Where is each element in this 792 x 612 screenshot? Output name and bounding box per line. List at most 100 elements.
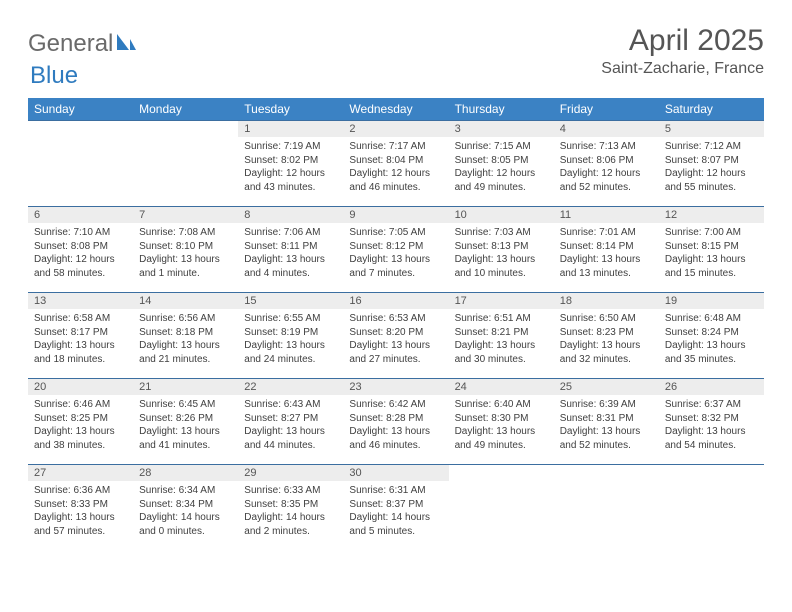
day-header: Monday bbox=[133, 98, 238, 121]
day-details: Sunrise: 7:05 AMSunset: 8:12 PMDaylight:… bbox=[343, 223, 448, 284]
sunset: Sunset: 8:13 PM bbox=[455, 240, 548, 254]
calendar-day-cell: 19 Sunrise: 6:48 AMSunset: 8:24 PMDayligh… bbox=[659, 293, 764, 379]
sunset: Sunset: 8:14 PM bbox=[560, 240, 653, 254]
sunrise: Sunrise: 6:37 AM bbox=[665, 398, 758, 412]
sunset: Sunset: 8:24 PM bbox=[665, 326, 758, 340]
sunrise: Sunrise: 6:39 AM bbox=[560, 398, 653, 412]
daylight-line1: Daylight: 13 hours bbox=[139, 253, 232, 267]
daylight-line1: Daylight: 13 hours bbox=[560, 253, 653, 267]
daylight-line1: Daylight: 12 hours bbox=[244, 167, 337, 181]
day-details: Sunrise: 6:33 AMSunset: 8:35 PMDaylight:… bbox=[238, 481, 343, 542]
day-details: Sunrise: 6:45 AMSunset: 8:26 PMDaylight:… bbox=[133, 395, 238, 456]
day-details: Sunrise: 6:53 AMSunset: 8:20 PMDaylight:… bbox=[343, 309, 448, 370]
day-number: 4 bbox=[554, 121, 659, 137]
daylight-line1: Daylight: 13 hours bbox=[455, 425, 548, 439]
sunrise: Sunrise: 6:50 AM bbox=[560, 312, 653, 326]
day-header: Thursday bbox=[449, 98, 554, 121]
sunset: Sunset: 8:17 PM bbox=[34, 326, 127, 340]
sunrise: Sunrise: 6:56 AM bbox=[139, 312, 232, 326]
calendar-day-cell: 24 Sunrise: 6:40 AMSunset: 8:30 PMDayligh… bbox=[449, 379, 554, 465]
sunrise: Sunrise: 6:48 AM bbox=[665, 312, 758, 326]
daylight-line2: and 15 minutes. bbox=[665, 267, 758, 281]
daylight-line2: and 7 minutes. bbox=[349, 267, 442, 281]
calendar-day-cell: 16Sunrise: 6:53 AMSunset: 8:20 PMDayligh… bbox=[343, 293, 448, 379]
sunset: Sunset: 8:30 PM bbox=[455, 412, 548, 426]
daylight-line1: Daylight: 12 hours bbox=[455, 167, 548, 181]
daylight-line2: and 49 minutes. bbox=[455, 181, 548, 195]
daylight-line2: and 46 minutes. bbox=[349, 181, 442, 195]
calendar-empty-cell bbox=[133, 121, 238, 207]
sunset: Sunset: 8:35 PM bbox=[244, 498, 337, 512]
daylight-line1: Daylight: 13 hours bbox=[244, 425, 337, 439]
daylight-line1: Daylight: 13 hours bbox=[139, 339, 232, 353]
daylight-line2: and 4 minutes. bbox=[244, 267, 337, 281]
day-details: Sunrise: 6:56 AMSunset: 8:18 PMDaylight:… bbox=[133, 309, 238, 370]
sunrise: Sunrise: 6:58 AM bbox=[34, 312, 127, 326]
day-details: Sunrise: 7:15 AMSunset: 8:05 PMDaylight:… bbox=[449, 137, 554, 198]
day-number: 20 bbox=[28, 379, 133, 395]
daylight-line1: Daylight: 13 hours bbox=[665, 339, 758, 353]
sunset: Sunset: 8:37 PM bbox=[349, 498, 442, 512]
calendar-day-cell: 29Sunrise: 6:33 AMSunset: 8:35 PMDayligh… bbox=[238, 465, 343, 551]
sunset: Sunset: 8:19 PM bbox=[244, 326, 337, 340]
daylight-line2: and 52 minutes. bbox=[560, 181, 653, 195]
day-details: Sunrise: 6:43 AMSunset: 8:27 PMDaylight:… bbox=[238, 395, 343, 456]
daylight-line1: Daylight: 13 hours bbox=[349, 253, 442, 267]
calendar-head: SundayMondayTuesdayWednesdayThursdayFrid… bbox=[28, 98, 764, 121]
day-details: Sunrise: 7:17 AMSunset: 8:04 PMDaylight:… bbox=[343, 137, 448, 198]
day-number: 12 bbox=[659, 207, 764, 223]
sunset: Sunset: 8:18 PM bbox=[139, 326, 232, 340]
daylight-line2: and 35 minutes. bbox=[665, 353, 758, 367]
sunrise: Sunrise: 6:40 AM bbox=[455, 398, 548, 412]
daylight-line2: and 24 minutes. bbox=[244, 353, 337, 367]
calendar-empty-cell bbox=[28, 121, 133, 207]
day-details: Sunrise: 6:58 AMSunset: 8:17 PMDaylight:… bbox=[28, 309, 133, 370]
daylight-line2: and 52 minutes. bbox=[560, 439, 653, 453]
day-number: 6 bbox=[28, 207, 133, 223]
title-block: April 2025 Saint-Zacharie, France bbox=[601, 24, 764, 78]
calendar-day-cell: 9Sunrise: 7:05 AMSunset: 8:12 PMDaylight… bbox=[343, 207, 448, 293]
sunset: Sunset: 8:02 PM bbox=[244, 154, 337, 168]
day-number: 13 bbox=[28, 293, 133, 309]
sunrise: Sunrise: 6:55 AM bbox=[244, 312, 337, 326]
day-details: Sunrise: 7:13 AMSunset: 8:06 PMDaylight:… bbox=[554, 137, 659, 198]
calendar-week-row: 13Sunrise: 6:58 AMSunset: 8:17 PMDayligh… bbox=[28, 293, 764, 379]
calendar-day-cell: 11Sunrise: 7:01 AMSunset: 8:14 PMDayligh… bbox=[554, 207, 659, 293]
daylight-line2: and 38 minutes. bbox=[34, 439, 127, 453]
daylight-line1: Daylight: 13 hours bbox=[139, 425, 232, 439]
sunset: Sunset: 8:05 PM bbox=[455, 154, 548, 168]
day-number: 19 bbox=[659, 293, 764, 309]
calendar-day-cell: 21Sunrise: 6:45 AMSunset: 8:26 PMDayligh… bbox=[133, 379, 238, 465]
day-number: 11 bbox=[554, 207, 659, 223]
day-number: 24 bbox=[449, 379, 554, 395]
day-details: Sunrise: 7:19 AMSunset: 8:02 PMDaylight:… bbox=[238, 137, 343, 198]
calendar-empty-cell bbox=[554, 465, 659, 551]
calendar-week-row: 27Sunrise: 6:36 AMSunset: 8:33 PMDayligh… bbox=[28, 465, 764, 551]
sunrise: Sunrise: 6:33 AM bbox=[244, 484, 337, 498]
daylight-line1: Daylight: 13 hours bbox=[349, 339, 442, 353]
sunset: Sunset: 8:15 PM bbox=[665, 240, 758, 254]
day-header: Sunday bbox=[28, 98, 133, 121]
daylight-line2: and 58 minutes. bbox=[34, 267, 127, 281]
day-header: Wednesday bbox=[343, 98, 448, 121]
sunrise: Sunrise: 7:03 AM bbox=[455, 226, 548, 240]
sunset: Sunset: 8:21 PM bbox=[455, 326, 548, 340]
sunset: Sunset: 8:11 PM bbox=[244, 240, 337, 254]
day-number: 28 bbox=[133, 465, 238, 481]
daylight-line1: Daylight: 13 hours bbox=[34, 425, 127, 439]
sunrise: Sunrise: 6:43 AM bbox=[244, 398, 337, 412]
sunrise: Sunrise: 7:08 AM bbox=[139, 226, 232, 240]
day-header: Tuesday bbox=[238, 98, 343, 121]
sunrise: Sunrise: 7:19 AM bbox=[244, 140, 337, 154]
sunset: Sunset: 8:34 PM bbox=[139, 498, 232, 512]
daylight-line1: Daylight: 13 hours bbox=[244, 339, 337, 353]
sunrise: Sunrise: 7:10 AM bbox=[34, 226, 127, 240]
sunrise: Sunrise: 6:45 AM bbox=[139, 398, 232, 412]
calendar-day-cell: 25Sunrise: 6:39 AMSunset: 8:31 PMDayligh… bbox=[554, 379, 659, 465]
location: Saint-Zacharie, France bbox=[601, 60, 764, 78]
calendar-day-cell: 10Sunrise: 7:03 AMSunset: 8:13 PMDayligh… bbox=[449, 207, 554, 293]
daylight-line2: and 49 minutes. bbox=[455, 439, 548, 453]
daylight-line2: and 27 minutes. bbox=[349, 353, 442, 367]
sunrise: Sunrise: 6:46 AM bbox=[34, 398, 127, 412]
daylight-line2: and 44 minutes. bbox=[244, 439, 337, 453]
